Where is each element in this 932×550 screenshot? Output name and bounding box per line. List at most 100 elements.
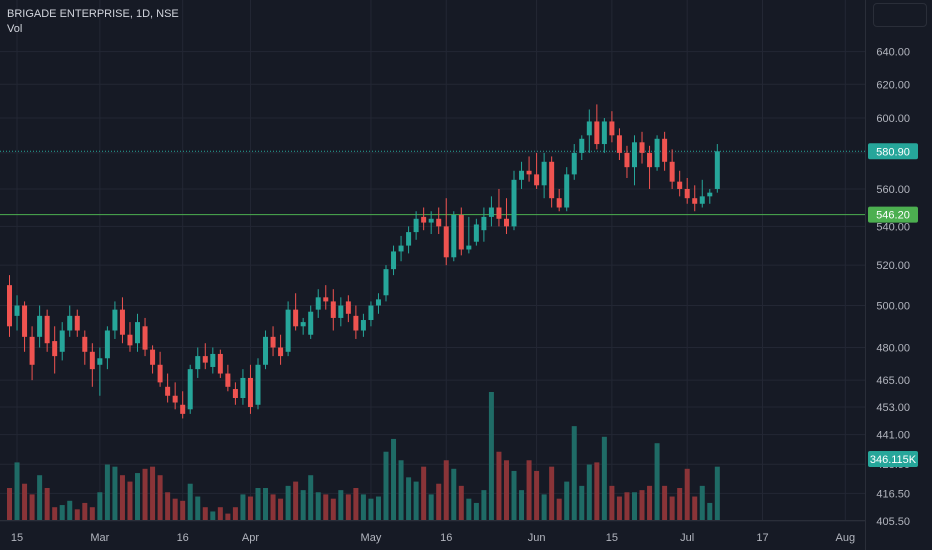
time-tick-label: May	[361, 532, 382, 544]
candle-body	[22, 305, 28, 337]
volume-bar	[293, 481, 299, 520]
candle-body	[240, 377, 246, 398]
candle-body	[375, 299, 381, 306]
candle-body	[647, 152, 653, 168]
candle-body	[345, 301, 351, 314]
volume-bar	[104, 464, 110, 520]
volume-bar	[172, 498, 178, 520]
candle-body	[202, 356, 208, 363]
volume-bar	[353, 488, 359, 520]
candle-body	[157, 364, 163, 383]
time-tick-label: Mar	[90, 532, 109, 544]
volume-bar	[150, 466, 156, 520]
volume-bar	[488, 392, 494, 520]
volume-bar	[232, 507, 238, 520]
candle-body	[142, 326, 148, 350]
volume-bar	[511, 470, 517, 520]
candle-body	[684, 188, 690, 199]
candle-body	[586, 121, 592, 136]
candle-body	[150, 349, 156, 365]
candle-body	[511, 179, 517, 227]
volume-bar	[609, 485, 615, 520]
volume-bar	[187, 483, 193, 520]
price-tick-label: 441.00	[876, 430, 910, 442]
price-tick-label: 620.00	[876, 79, 910, 91]
candle-body	[127, 334, 133, 346]
candle-body	[488, 207, 494, 217]
volume-bar	[127, 481, 133, 520]
volume-bar	[270, 494, 276, 520]
volume-bar	[692, 496, 698, 520]
volume-bar	[662, 485, 668, 520]
level-line-badge: 546.20	[868, 206, 918, 223]
volume-bar	[165, 492, 171, 520]
volume-bar	[481, 490, 487, 520]
candle-body	[67, 315, 73, 331]
volume-bar	[135, 473, 141, 520]
volume-bar	[654, 443, 660, 520]
candle-body	[707, 192, 713, 197]
volume-bar	[677, 488, 683, 520]
candle-body	[639, 142, 645, 153]
candle-body	[451, 215, 457, 258]
volume-bar	[29, 494, 35, 520]
volume-bar	[278, 498, 284, 520]
volume-bar	[647, 485, 653, 520]
volume-bar	[413, 481, 419, 520]
candle-body	[421, 216, 427, 223]
volume-bar	[406, 477, 412, 520]
candle-body	[601, 121, 607, 145]
candle-body	[616, 135, 622, 153]
candle-body	[368, 305, 374, 321]
volume-bar	[579, 485, 585, 520]
candle-body	[594, 121, 600, 145]
volume-bar	[519, 490, 525, 520]
candle-body	[579, 138, 585, 153]
candle-body	[428, 218, 434, 223]
candle-body	[413, 218, 419, 233]
volume-bar	[52, 507, 58, 520]
volume-bar	[44, 488, 50, 520]
candle-body	[172, 395, 178, 403]
volume-bar	[383, 451, 389, 520]
candle-body	[556, 198, 562, 208]
candle-body	[443, 226, 449, 258]
candle-body	[82, 336, 88, 352]
price-tick-label: 640.00	[876, 47, 910, 59]
candle-body	[360, 320, 366, 331]
candle-body	[473, 224, 479, 242]
volume-bar	[421, 466, 427, 520]
candle-body	[263, 336, 269, 365]
volume-bar	[225, 513, 231, 520]
candle-body	[195, 356, 201, 370]
candle-body	[44, 315, 50, 344]
chart-settings-button[interactable]	[873, 3, 927, 27]
time-tick-label: Jun	[528, 532, 546, 544]
volume-bar	[436, 483, 442, 520]
candle-body	[247, 377, 253, 408]
volume-bar	[443, 460, 449, 520]
candle-body	[187, 369, 193, 410]
volume-bar	[549, 466, 555, 520]
volume-bar	[473, 502, 479, 520]
volume-bar	[74, 509, 80, 520]
price-tick-label: 520.00	[876, 260, 910, 272]
candle-body	[624, 152, 630, 168]
candle-body	[37, 315, 43, 337]
candle-body	[232, 389, 238, 398]
candle-body	[119, 309, 125, 335]
volume-bar	[616, 496, 622, 520]
volume-bar	[202, 507, 208, 520]
volume-bar	[119, 475, 125, 520]
volume-bar	[300, 490, 306, 520]
candle-body	[526, 170, 532, 175]
candle-body	[564, 174, 570, 208]
volume-indicator-label[interactable]: Vol	[7, 23, 23, 35]
candle-body	[481, 216, 487, 231]
volume-bar	[391, 438, 397, 520]
price-tick-label: 416.50	[876, 488, 910, 500]
volume-bar	[699, 485, 705, 520]
